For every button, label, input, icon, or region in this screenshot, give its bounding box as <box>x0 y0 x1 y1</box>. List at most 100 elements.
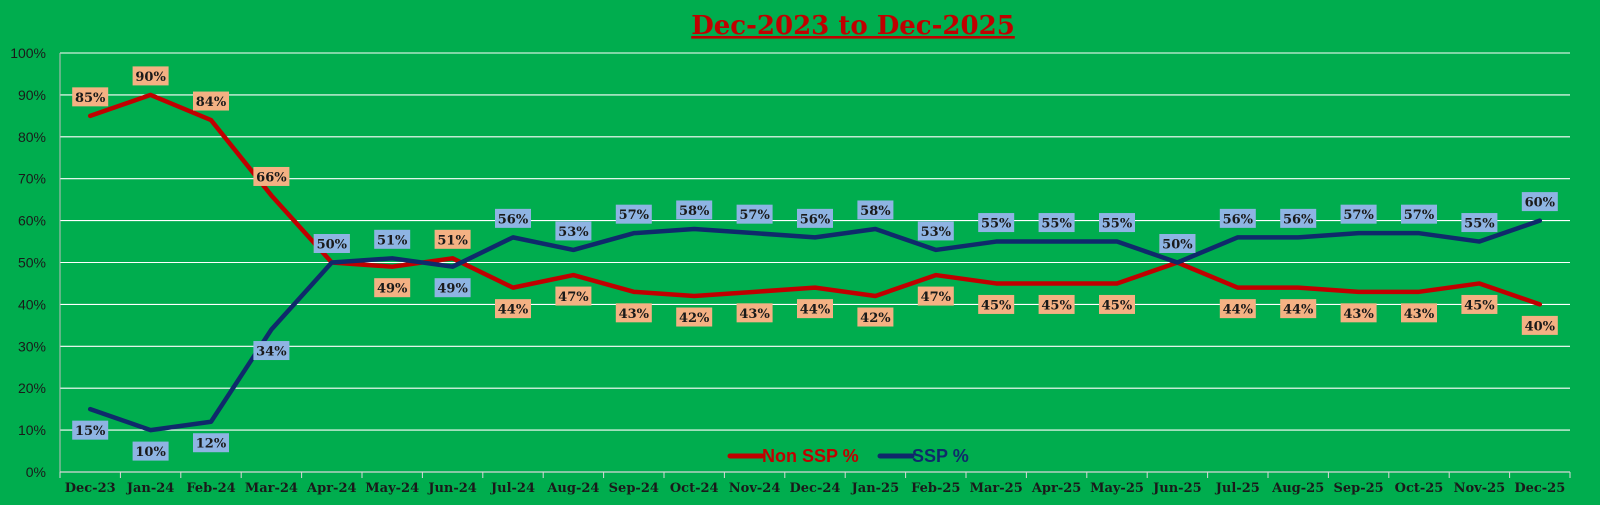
data-label-box <box>857 200 894 220</box>
legend-label-ssp: SSP % <box>912 446 969 466</box>
data-label-non-ssp: 45% <box>978 294 1015 314</box>
data-label-non-ssp: 43% <box>1401 303 1437 323</box>
data-label-ssp: 49% <box>434 278 471 298</box>
data-label-non-ssp: 45% <box>1461 294 1498 314</box>
y-tick-label: 30% <box>18 338 46 354</box>
data-label-box <box>374 278 411 298</box>
data-label-non-ssp: 47% <box>555 286 592 306</box>
data-label-non-ssp: 45% <box>1099 294 1135 314</box>
data-label-ssp: 55% <box>1099 213 1135 233</box>
x-tick-label: Sep-25 <box>1333 481 1383 496</box>
x-tick-label: Jun-24 <box>427 481 477 496</box>
y-tick-label: 100% <box>10 45 46 61</box>
data-label-box <box>615 204 652 224</box>
data-label-box <box>132 441 169 461</box>
x-tick-label: Oct-24 <box>670 481 719 496</box>
data-label-text: 45% <box>1102 298 1133 313</box>
data-label-box <box>72 87 109 107</box>
x-tick-label: Apr-24 <box>306 481 357 496</box>
data-label-text: 42% <box>860 311 891 326</box>
y-tick-label: 40% <box>18 296 46 312</box>
data-label-box <box>555 221 592 241</box>
y-tick-label: 90% <box>18 87 46 103</box>
data-label-text: 45% <box>981 298 1012 313</box>
data-label-non-ssp: 42% <box>857 307 894 327</box>
data-label-non-ssp: 51% <box>434 229 471 249</box>
data-label-text: 43% <box>619 307 650 322</box>
x-tick-label: Jul-25 <box>1215 481 1260 496</box>
data-label-box <box>1038 213 1075 233</box>
data-label-text: 57% <box>1404 208 1435 223</box>
data-label-non-ssp: 84% <box>193 91 229 111</box>
data-label-box <box>1099 294 1135 314</box>
data-label-text: 45% <box>1041 298 1072 313</box>
data-label-box <box>797 208 833 228</box>
data-label-ssp: 60% <box>1521 192 1558 212</box>
data-label-box <box>978 213 1015 233</box>
data-label-ssp: 57% <box>736 204 773 224</box>
data-label-non-ssp: 42% <box>676 307 713 327</box>
data-label-text: 90% <box>135 70 166 85</box>
data-label-ssp: 56% <box>495 208 531 228</box>
data-label-text: 57% <box>739 208 770 223</box>
data-label-ssp: 51% <box>374 229 411 249</box>
data-labels: 85% 90% 84% 66% 50% 49% 51% 44% 47% 43% 42% 43% 44% 4… <box>72 66 1558 461</box>
data-label-box <box>1401 204 1437 224</box>
data-label-non-ssp: 43% <box>1340 303 1377 323</box>
data-label-box <box>615 303 652 323</box>
data-label-non-ssp: 44% <box>1219 299 1256 319</box>
x-tick-label: May-25 <box>1090 481 1144 496</box>
data-label-ssp: 15% <box>72 420 109 440</box>
legend-label-non-ssp: Non SSP % <box>762 446 859 466</box>
data-label-box <box>1461 213 1498 233</box>
data-label-box <box>1280 208 1317 228</box>
data-label-text: 57% <box>1343 208 1374 223</box>
data-label-text: 60% <box>1525 196 1556 211</box>
data-label-text: 56% <box>800 212 831 227</box>
data-label-ssp: 50% <box>313 234 350 253</box>
x-tick-label: Feb-24 <box>186 481 235 496</box>
data-label-non-ssp: 85% <box>72 87 109 107</box>
data-label-ssp: 57% <box>615 204 652 224</box>
x-tick-label: Dec-25 <box>1514 481 1565 496</box>
data-label-box <box>132 66 169 86</box>
data-label-text: 10% <box>135 445 166 460</box>
data-label-ssp: 53% <box>917 221 954 241</box>
data-label-box <box>1401 303 1437 323</box>
x-tick-label: Jan-24 <box>126 481 175 496</box>
data-label-non-ssp: 43% <box>736 303 773 323</box>
data-label-ssp: 10% <box>132 441 169 461</box>
data-label-text: 47% <box>558 290 589 305</box>
data-label-box <box>1038 294 1075 314</box>
data-label-ssp: 56% <box>1219 208 1256 228</box>
data-label-text: 55% <box>1464 217 1495 232</box>
data-label-ssp: 34% <box>253 341 290 361</box>
y-tick-label: 10% <box>18 422 46 438</box>
data-label-box <box>1521 315 1558 335</box>
y-tick-label: 60% <box>18 213 46 229</box>
data-label-box <box>1159 234 1196 253</box>
x-tick-label: Apr-25 <box>1031 481 1082 496</box>
data-label-text: 56% <box>1283 212 1314 227</box>
data-label-text: 55% <box>981 217 1012 232</box>
x-tick-label: Mar-24 <box>245 481 298 496</box>
data-label-box <box>253 341 290 361</box>
data-label-ssp: 55% <box>1038 213 1075 233</box>
series-line-ssp <box>87 218 1543 433</box>
data-label-box <box>495 208 531 228</box>
legend: Non SSP % SSP % <box>727 446 969 466</box>
data-label-box <box>917 221 954 241</box>
data-label-text: 49% <box>377 282 408 297</box>
data-label-text: 55% <box>1041 217 1072 232</box>
data-label-box <box>1280 299 1317 319</box>
data-label-box <box>736 303 773 323</box>
y-tick-label: 50% <box>18 255 46 271</box>
data-label-ssp: 55% <box>1461 213 1498 233</box>
data-label-non-ssp: 90% <box>132 66 169 86</box>
data-label-box <box>736 204 773 224</box>
data-label-ssp: 50% <box>1159 234 1196 253</box>
data-label-text: 56% <box>498 212 529 227</box>
y-tick-label: 70% <box>18 171 46 187</box>
x-tick-label: Oct-25 <box>1395 481 1444 496</box>
